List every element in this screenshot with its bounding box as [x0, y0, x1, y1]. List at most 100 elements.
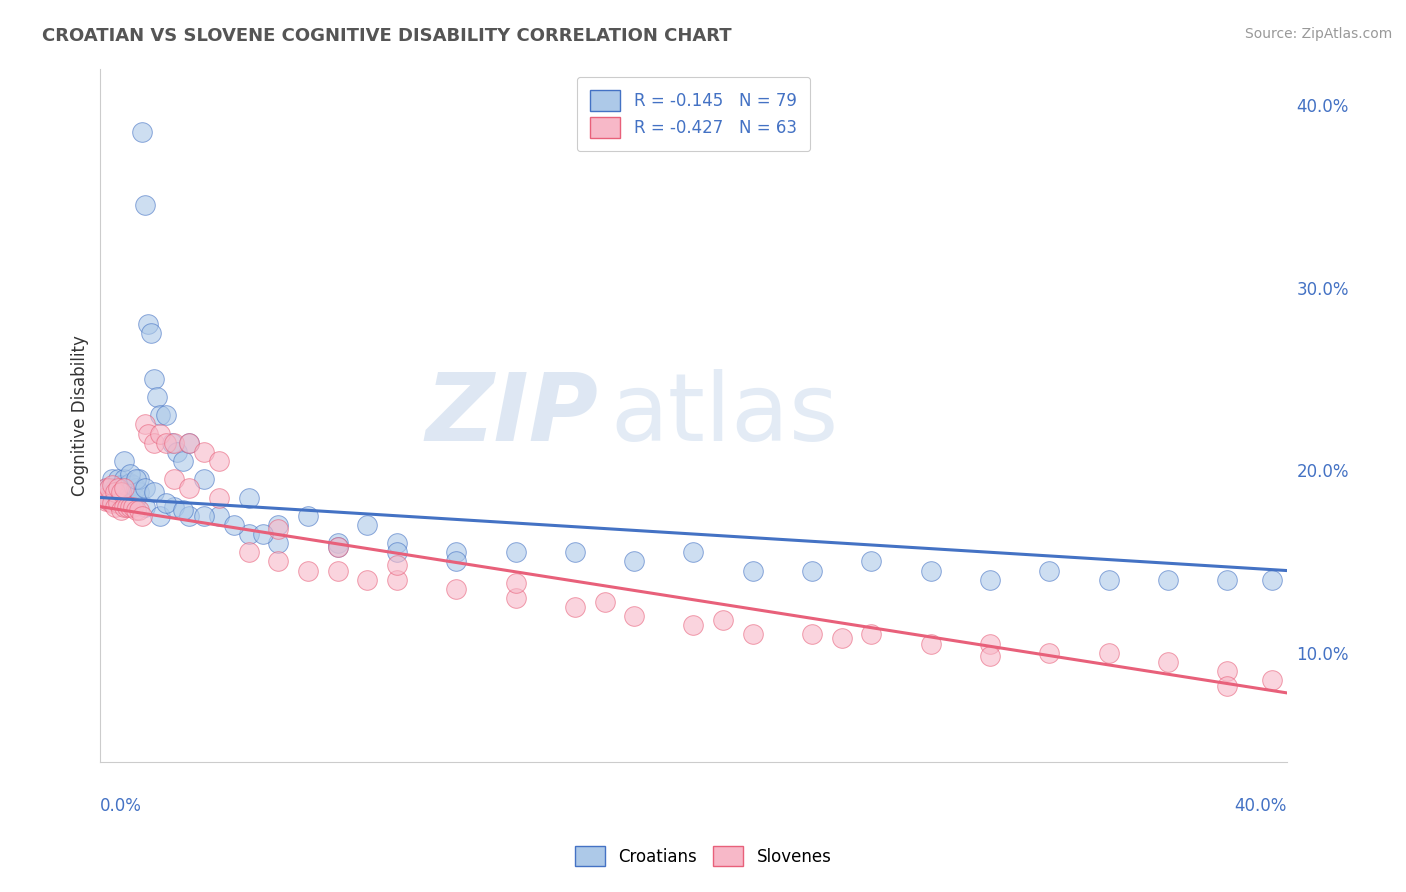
Point: [1216, 573, 1239, 587]
Point: [163, 472, 186, 486]
Point: [163, 435, 186, 450]
Point: [564, 600, 586, 615]
Point: [179, 508, 201, 523]
Point: [155, 435, 177, 450]
Point: [1216, 664, 1239, 678]
Point: [134, 417, 156, 432]
Point: [1261, 573, 1284, 587]
Point: [979, 636, 1001, 650]
Point: [112, 491, 135, 505]
Point: [122, 494, 145, 508]
Point: [115, 494, 138, 508]
Point: [682, 545, 704, 559]
Point: [160, 435, 183, 450]
Point: [125, 482, 148, 496]
Point: [91, 491, 114, 505]
Point: [326, 564, 349, 578]
Point: [505, 576, 527, 591]
Point: [208, 491, 231, 505]
Point: [1157, 573, 1180, 587]
Point: [104, 500, 127, 514]
Point: [564, 545, 586, 559]
Point: [1038, 564, 1060, 578]
Point: [107, 472, 129, 486]
Point: [134, 500, 156, 514]
Point: [134, 198, 156, 212]
Point: [128, 503, 150, 517]
Point: [326, 540, 349, 554]
Point: [179, 482, 201, 496]
Point: [142, 485, 165, 500]
Point: [623, 609, 645, 624]
Point: [134, 482, 156, 496]
Point: [104, 482, 127, 496]
Point: [110, 477, 132, 491]
Point: [118, 475, 141, 490]
Point: [623, 554, 645, 568]
Point: [326, 540, 349, 554]
Point: [208, 454, 231, 468]
Point: [96, 482, 118, 496]
Point: [125, 503, 148, 517]
Point: [385, 536, 408, 550]
Point: [860, 554, 883, 568]
Point: [98, 491, 121, 505]
Point: [179, 435, 201, 450]
Point: [1098, 573, 1121, 587]
Point: [385, 545, 408, 559]
Point: [444, 545, 467, 559]
Point: [136, 426, 159, 441]
Text: 40.0%: 40.0%: [1234, 797, 1286, 815]
Point: [831, 631, 853, 645]
Point: [1098, 646, 1121, 660]
Point: [115, 477, 138, 491]
Point: [267, 517, 290, 532]
Point: [139, 326, 162, 341]
Point: [136, 317, 159, 331]
Point: [145, 390, 167, 404]
Point: [593, 594, 616, 608]
Point: [297, 564, 319, 578]
Point: [112, 454, 135, 468]
Point: [125, 472, 148, 486]
Point: [979, 573, 1001, 587]
Point: [101, 472, 124, 486]
Text: atlas: atlas: [610, 369, 839, 461]
Point: [104, 494, 127, 508]
Point: [193, 445, 215, 459]
Point: [741, 564, 763, 578]
Point: [98, 494, 121, 508]
Point: [112, 482, 135, 496]
Point: [682, 618, 704, 632]
Point: [193, 508, 215, 523]
Point: [131, 508, 153, 523]
Point: [101, 485, 124, 500]
Text: ZIP: ZIP: [426, 369, 599, 461]
Text: 0.0%: 0.0%: [100, 797, 142, 815]
Text: Source: ZipAtlas.com: Source: ZipAtlas.com: [1244, 27, 1392, 41]
Point: [385, 558, 408, 572]
Point: [711, 613, 734, 627]
Point: [142, 372, 165, 386]
Point: [122, 477, 145, 491]
Point: [128, 472, 150, 486]
Point: [110, 485, 132, 500]
Legend: R = -0.145   N = 79, R = -0.427   N = 63: R = -0.145 N = 79, R = -0.427 N = 63: [576, 77, 810, 151]
Point: [252, 527, 274, 541]
Point: [96, 491, 118, 505]
Point: [1261, 673, 1284, 687]
Point: [101, 477, 124, 491]
Point: [115, 500, 138, 514]
Point: [107, 491, 129, 505]
Point: [267, 554, 290, 568]
Point: [149, 508, 172, 523]
Point: [125, 491, 148, 505]
Point: [98, 482, 121, 496]
Point: [155, 409, 177, 423]
Point: [163, 500, 186, 514]
Point: [96, 494, 118, 508]
Point: [505, 545, 527, 559]
Y-axis label: Cognitive Disability: Cognitive Disability: [72, 334, 89, 496]
Point: [128, 485, 150, 500]
Point: [149, 409, 172, 423]
